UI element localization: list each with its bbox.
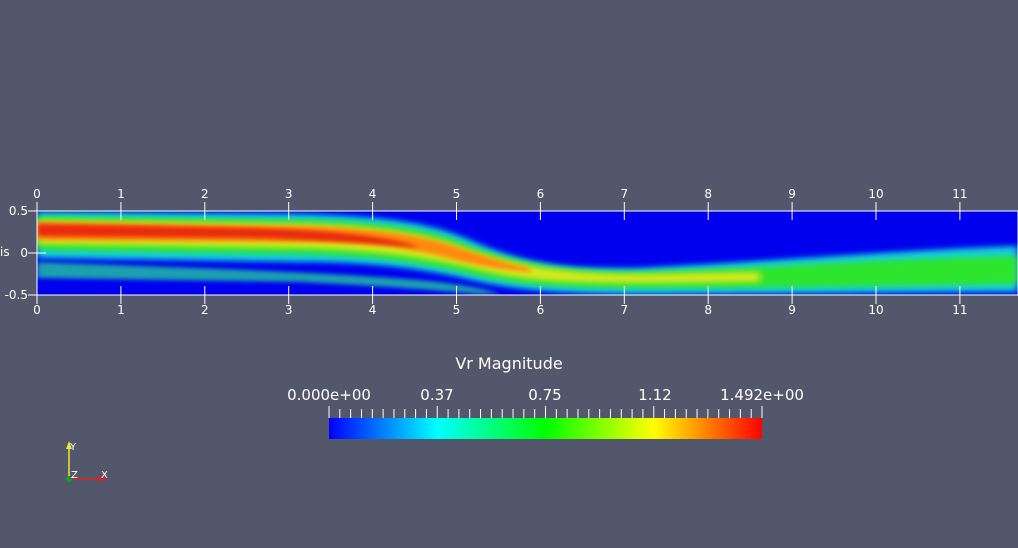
- colorbar-label-1: 0.37: [420, 386, 454, 404]
- x-tick-label-top: 3: [285, 187, 293, 201]
- x-tick-label-bottom: 9: [788, 303, 796, 317]
- colorbar-label-3: 1.12: [638, 386, 672, 404]
- x-tick-label-top: 10: [868, 187, 883, 201]
- x-tick-label-bottom: 7: [620, 303, 628, 317]
- colorbar-ticks: [328, 406, 763, 418]
- orientation-axes-widget: Y Z X: [66, 441, 108, 482]
- colorbar: [329, 418, 762, 439]
- x-tick-label-top: 9: [788, 187, 796, 201]
- x-tick-label-top: 5: [453, 187, 461, 201]
- x-tick-label-bottom: 0: [33, 303, 41, 317]
- z-axis-dot: [66, 476, 72, 482]
- y-arrow-head: [66, 441, 72, 449]
- x-axis-letter: X: [101, 470, 108, 481]
- x-tick-label-top: 2: [201, 187, 209, 201]
- x-axis-bottom: 0 1 2 3 4 5 6 7 8 9 10 11: [33, 286, 968, 317]
- x-tick-label-top: 11: [952, 187, 967, 201]
- x-tick-label-top: 6: [537, 187, 545, 201]
- x-tick-label-top: 7: [620, 187, 628, 201]
- x-tick-label-bottom: 8: [704, 303, 712, 317]
- x-tick-label-bottom: 11: [952, 303, 967, 317]
- x-tick-label-bottom: 4: [369, 303, 377, 317]
- x-tick-label-bottom: 2: [201, 303, 209, 317]
- z-axis-letter: Z: [71, 470, 78, 481]
- x-tick-label-top: 4: [369, 187, 377, 201]
- velocity-field-plot: [37, 211, 1018, 295]
- x-tick-label-top: 1: [117, 187, 125, 201]
- x-tick-label-bottom: 6: [537, 303, 545, 317]
- x-tick-label-bottom: 1: [117, 303, 125, 317]
- colorbar-max-label: 1.492e+00: [720, 386, 804, 404]
- x-tick-label-bottom: 3: [285, 303, 293, 317]
- x-tick-label-bottom: 10: [868, 303, 883, 317]
- colorbar-title: Vr Magnitude: [455, 354, 563, 373]
- x-arrow-head: [99, 476, 107, 482]
- y-axis-label: is: [0, 245, 10, 259]
- y-tick-label: -0.5: [5, 288, 28, 302]
- x-tick-label-bottom: 5: [453, 303, 461, 317]
- x-axis-top: 0 1 2 3 4 5 6 7 8 9 10 11: [33, 187, 968, 220]
- y-axis-left: 0.5 0 -0.5: [5, 204, 46, 302]
- colorbar-label-2: 0.75: [528, 386, 562, 404]
- colorbar-min-label: 0.000e+00: [287, 386, 371, 404]
- y-axis-letter: Y: [69, 442, 77, 453]
- y-tick-label: 0.5: [9, 204, 28, 218]
- y-tick-label: 0: [20, 246, 28, 260]
- x-tick-label-top: 8: [704, 187, 712, 201]
- x-tick-label-top: 0: [33, 187, 41, 201]
